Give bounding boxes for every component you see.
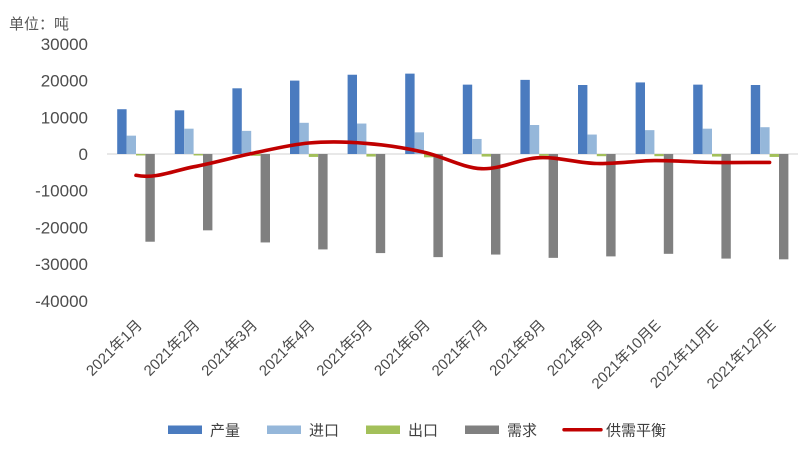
x-axis-label: 2021年6月: [371, 317, 434, 380]
bar-出口-2021年7月: [481, 154, 491, 157]
bar-需求-2021年11月E: [721, 154, 731, 259]
balance-line: [134, 140, 772, 179]
x-axis-label: 2021年9月: [544, 317, 607, 380]
bar-进口-2021年7月: [472, 138, 482, 154]
bar-出口-2021年12月E: [769, 154, 779, 157]
bar-产量-2021年7月: [462, 84, 473, 154]
x-axis-label: 2021年7月: [429, 317, 492, 380]
legend-label-产量: 产量: [210, 423, 240, 440]
bar-产量-2021年5月: [347, 74, 357, 154]
y-axis-tick-label: -20000: [35, 218, 88, 237]
bar-出口-2021年3月: [251, 154, 261, 156]
bar-产量-2021年6月: [405, 73, 415, 154]
bar-进口-2021年5月: [357, 123, 367, 154]
legend-swatch-需求: [465, 425, 499, 434]
legend-label-需求: 需求: [507, 423, 537, 440]
bar-出口-2021年4月: [308, 154, 319, 157]
legend-swatch-出口: [366, 425, 400, 434]
bar-进口-2021年3月: [241, 130, 252, 154]
bar-需求-2021年7月: [491, 154, 501, 255]
legend-label-出口: 出口: [408, 423, 438, 440]
y-axis-tick-label: 20000: [41, 72, 88, 91]
legend-label-进口: 进口: [309, 423, 339, 440]
bar-需求-2021年8月: [548, 154, 558, 258]
bar-产量-2021年3月: [232, 88, 242, 154]
bar-产量-2021年8月: [520, 79, 530, 154]
bar-出口-2021年8月: [539, 154, 549, 156]
bar-产量-2021年9月: [578, 85, 588, 154]
bar-进口-2021年1月: [126, 135, 136, 154]
bar-进口-2021年9月: [587, 134, 597, 154]
bar-需求-2021年9月: [606, 154, 616, 257]
bar-进口-2021年4月: [299, 122, 309, 154]
bar-产量-2021年12月E: [750, 85, 761, 154]
x-axis-label: 2021年2月: [141, 317, 204, 380]
bar-进口-2021年10月E: [645, 130, 655, 154]
bar-出口-2021年5月: [366, 154, 376, 157]
y-axis-tick-label: 30000: [41, 35, 88, 54]
bar-需求-2021年10月E: [663, 154, 674, 254]
x-axis-label: 2021年8月: [486, 317, 549, 380]
x-axis-label: 2021年1月: [83, 317, 146, 380]
y-axis-tick-label: -40000: [35, 292, 88, 311]
bar-需求-2021年4月: [318, 154, 328, 250]
bar-需求-2021年3月: [260, 154, 270, 243]
legend-swatch-产量: [168, 425, 202, 434]
unit-label: 单位：吨: [9, 16, 69, 33]
bar-出口-2021年2月: [193, 154, 203, 156]
bar-进口-2021年12月E: [760, 127, 770, 154]
bar-产量-2021年11月E: [693, 84, 703, 154]
bar-出口-2021年6月: [424, 154, 434, 158]
bar-出口-2021年10月E: [654, 154, 664, 157]
y-axis-tick-label: 0: [79, 145, 88, 164]
y-axis-tick-label: -10000: [35, 182, 88, 201]
bar-需求-2021年1月: [145, 154, 155, 242]
legend-label-供需平衡: 供需平衡: [606, 423, 666, 440]
x-axis-label: 2021年4月: [256, 317, 319, 380]
bar-出口-2021年9月: [596, 154, 607, 157]
x-axis-label: 2021年3月: [198, 317, 261, 380]
bar-出口-2021年11月E: [712, 154, 722, 157]
bar-进口-2021年11月E: [702, 128, 712, 154]
x-axis-label: 2021年5月: [313, 317, 376, 380]
bar-产量-2021年1月: [117, 109, 127, 154]
bar-进口-2021年2月: [184, 128, 194, 154]
bar-进口-2021年8月: [529, 125, 540, 154]
bar-产量-2021年10月E: [635, 82, 645, 154]
bar-需求-2021年6月: [433, 154, 443, 258]
bar-需求-2021年2月: [203, 154, 213, 231]
bar-产量-2021年2月: [174, 110, 185, 154]
legend-swatch-进口: [267, 425, 301, 434]
bar-进口-2021年6月: [414, 132, 424, 154]
bar-需求-2021年12月E: [779, 154, 789, 260]
y-axis-tick-label: -30000: [35, 255, 88, 274]
bar-出口-2021年1月: [136, 154, 146, 156]
y-axis-tick-label: 10000: [41, 108, 88, 127]
bar-需求-2021年5月: [375, 154, 386, 254]
bar-产量-2021年4月: [290, 80, 300, 154]
